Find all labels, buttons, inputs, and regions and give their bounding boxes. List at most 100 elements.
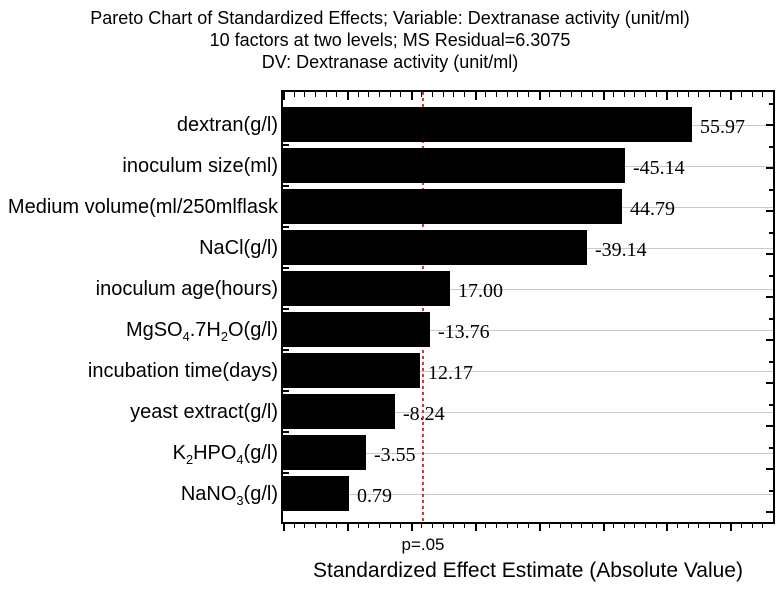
x-axis-tick-bottom [379, 524, 380, 528]
y-axis-tick-right [769, 361, 773, 363]
category-label: NaNO3(g/l) [180, 481, 278, 508]
y-axis-tick-right [769, 318, 773, 320]
x-axis-tick-bottom [400, 524, 401, 528]
x-axis-tick-bottom [421, 524, 422, 528]
x-axis-tick-bottom [613, 524, 614, 528]
label-text: (g/l) [243, 482, 278, 505]
x-axis-tick-top [283, 92, 285, 100]
x-axis-tick-top [560, 92, 561, 97]
y-axis-tick-right [769, 189, 773, 191]
y-axis-tick-left [283, 308, 289, 310]
y-axis-tick-right [766, 167, 773, 169]
x-axis-tick-top [294, 92, 295, 97]
x-axis-tick-bottom [304, 524, 305, 528]
x-axis-tick-bottom [326, 524, 327, 528]
x-axis-tick-bottom [283, 524, 285, 531]
y-axis-tick-left [283, 431, 289, 433]
bar-value-label: 0.79 [357, 484, 392, 507]
x-axis-tick-top [581, 92, 582, 97]
x-axis-tick-top [485, 92, 486, 97]
x-axis-tick-top [592, 92, 593, 97]
p-value-label: p=.05 [401, 535, 445, 554]
x-axis-tick-top [368, 92, 369, 97]
x-axis-tick-bottom [539, 524, 541, 531]
x-axis-tick-top [326, 92, 327, 97]
bar-value-label: 17.00 [458, 279, 503, 302]
chart-title-block: Pareto Chart of Standardized Effects; Va… [0, 7, 780, 73]
gridline [283, 370, 773, 372]
x-axis-tick-bottom [762, 524, 763, 528]
y-axis-tick-right [769, 447, 773, 449]
bar-value-label: -45.14 [633, 156, 685, 179]
gridline [283, 329, 773, 331]
x-axis-tick-bottom [549, 524, 550, 528]
bar [283, 107, 692, 142]
x-axis-tick-bottom [720, 524, 721, 528]
y-axis-tick-right [766, 511, 773, 513]
bar [283, 312, 430, 347]
x-axis-tick-top [400, 92, 401, 97]
x-axis-tick-top [496, 92, 497, 97]
y-axis-tick-right [766, 253, 773, 255]
bar-value-label: -13.76 [438, 320, 490, 343]
x-axis-tick-bottom [688, 524, 689, 528]
x-axis-tick-bottom [698, 524, 699, 528]
bar-value-label: 55.97 [700, 115, 745, 138]
bar-value-label: -3.55 [374, 443, 416, 466]
y-axis-tick-left [283, 144, 289, 146]
x-axis-tick-bottom [677, 524, 678, 528]
category-label: MgSO4.7H2O(g/l) [126, 317, 278, 344]
x-axis-tick-top [698, 92, 699, 97]
category-label: NaCl(g/l) [199, 235, 278, 261]
x-axis-tick-top [453, 92, 454, 97]
x-axis-tick-bottom [496, 524, 497, 528]
x-axis-tick-top [390, 92, 391, 97]
bar-value-label: -39.14 [595, 238, 647, 261]
x-axis-tick-top [603, 92, 605, 100]
x-axis-tick-bottom [485, 524, 486, 528]
p-critical-line [422, 92, 424, 522]
x-axis-tick-bottom [464, 524, 465, 528]
x-axis-tick-bottom [730, 524, 732, 531]
subscript-text: 3 [236, 492, 244, 508]
y-axis-tick-right [769, 146, 773, 148]
x-axis-tick-top [336, 92, 337, 97]
subscript-text: 4 [236, 451, 244, 467]
y-axis-tick-left [283, 267, 289, 269]
x-axis-tick-top [613, 92, 614, 97]
x-axis-tick-bottom [560, 524, 561, 528]
y-axis-tick-right [766, 339, 773, 341]
x-axis-tick-top [475, 92, 477, 100]
x-axis-tick-bottom [528, 524, 529, 528]
x-axis-tick-top [688, 92, 689, 97]
label-text: NaNO [180, 482, 237, 505]
category-label: inoculum age(hours) [96, 276, 278, 302]
y-axis-tick-right [766, 468, 773, 470]
gridline [283, 288, 773, 290]
y-axis-tick-right [766, 124, 773, 126]
x-axis-tick-bottom [432, 524, 433, 528]
label-text: inoculum age(hours) [95, 277, 278, 300]
x-axis-tick-top [517, 92, 518, 97]
x-axis-tick-top [645, 92, 646, 97]
category-label: incubation time(days) [88, 358, 278, 384]
label-text: incubation time(days) [87, 359, 278, 382]
x-axis-tick-bottom [347, 524, 349, 531]
subscript-text: 2 [220, 328, 228, 344]
label-text: .7H [189, 318, 221, 341]
label-text: NaCl(g/l) [199, 236, 278, 259]
x-axis-tick-top [656, 92, 657, 97]
y-axis-tick-right [769, 103, 773, 105]
label-text: dextran(g/l) [176, 113, 278, 136]
bar-value-label: 44.79 [630, 197, 675, 220]
y-axis-tick-right [766, 296, 773, 298]
x-axis-tick-top [666, 92, 668, 100]
x-axis-tick-top [528, 92, 529, 97]
x-axis-tick-bottom [741, 524, 742, 528]
y-axis-tick-left [283, 472, 289, 474]
x-axis-tick-bottom [475, 524, 477, 531]
gridline [283, 452, 773, 454]
x-axis-tick-top [720, 92, 721, 97]
x-axis-tick-top [539, 92, 541, 100]
x-axis-tick-top [762, 92, 763, 97]
